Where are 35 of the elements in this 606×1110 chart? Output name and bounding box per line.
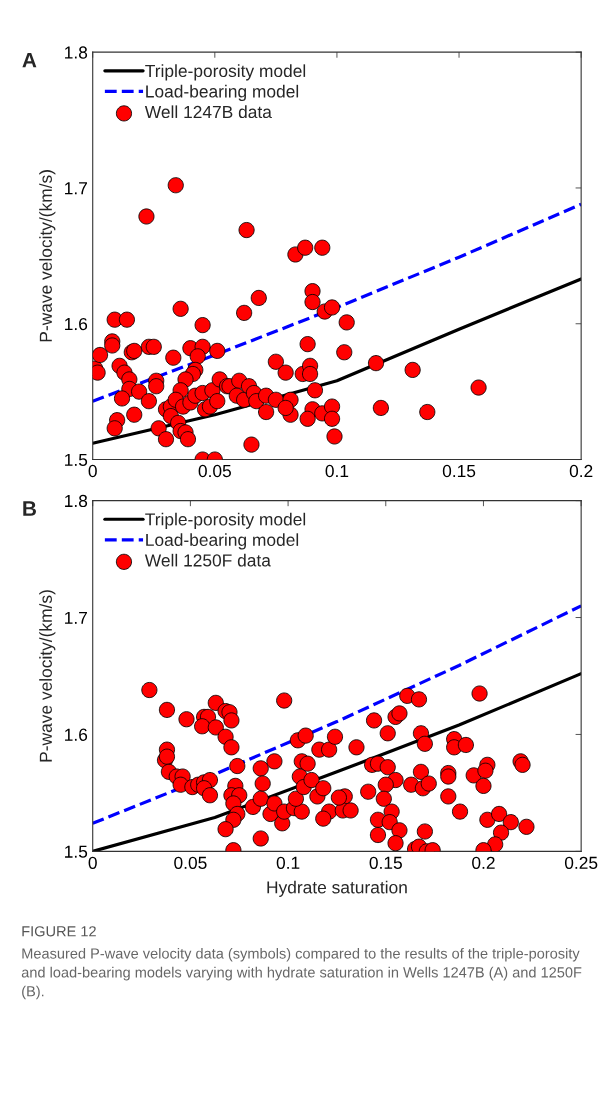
- x-tick-label: 0.1: [276, 856, 300, 869]
- x-tick-label: 0: [88, 856, 97, 869]
- x-tick-label: 0.15: [442, 464, 476, 478]
- chart-title: B: [23, 501, 36, 516]
- line-series: [92, 202, 582, 403]
- legend-label: Load-bearing model: [146, 84, 299, 102]
- x-tick-label: 0.05: [198, 464, 231, 478]
- y-tick-label: 1.8: [65, 494, 88, 508]
- x-tick-label: 0.1: [325, 464, 349, 478]
- legend-label: Load-bearing model: [146, 533, 299, 550]
- y-tick-label: 1.6: [65, 317, 88, 331]
- chart-title: A: [22, 52, 37, 68]
- y-tick-label: 1.7: [65, 182, 87, 195]
- y-axis-title: P-wave velocity/(km/s): [39, 170, 56, 342]
- x-tick-label: 0.15: [369, 856, 402, 869]
- legend-label: Triple-porosity model: [145, 64, 306, 81]
- caption: FIGURE 12: [22, 926, 96, 937]
- text: Measured P-wave velocity data (symbols) compared to the results of the triple-porosity and load-bearing models varying with hydrate saturation in Wells 1247B (A) and 1250F (B).: [21, 947, 582, 1000]
- y-tick-label: 1.7: [65, 611, 87, 624]
- y-axis-title: P-wave velocity/(km/s): [39, 590, 56, 762]
- line-series: [92, 277, 582, 445]
- legend-label: Well 1247B data: [144, 105, 272, 119]
- legend-label: Well 1250F data: [144, 553, 271, 567]
- line-series: [92, 604, 582, 825]
- y-tick-label: 1.5: [65, 453, 88, 466]
- legend-label: Triple-porosity model: [145, 512, 306, 529]
- x-tick-label: 0.05: [174, 856, 207, 869]
- x-tick-label: 0.2: [472, 856, 495, 869]
- x-tick-label: 0: [88, 464, 97, 478]
- x-tick-label: 0.2: [569, 464, 593, 478]
- y-tick-label: 1.5: [65, 845, 88, 858]
- y-tick-label: 1.6: [65, 728, 88, 741]
- x-axis-title: Hydrate saturation: [267, 880, 407, 897]
- x-tick-label: 0.25: [564, 856, 598, 869]
- y-tick-label: 1.8: [65, 46, 88, 59]
